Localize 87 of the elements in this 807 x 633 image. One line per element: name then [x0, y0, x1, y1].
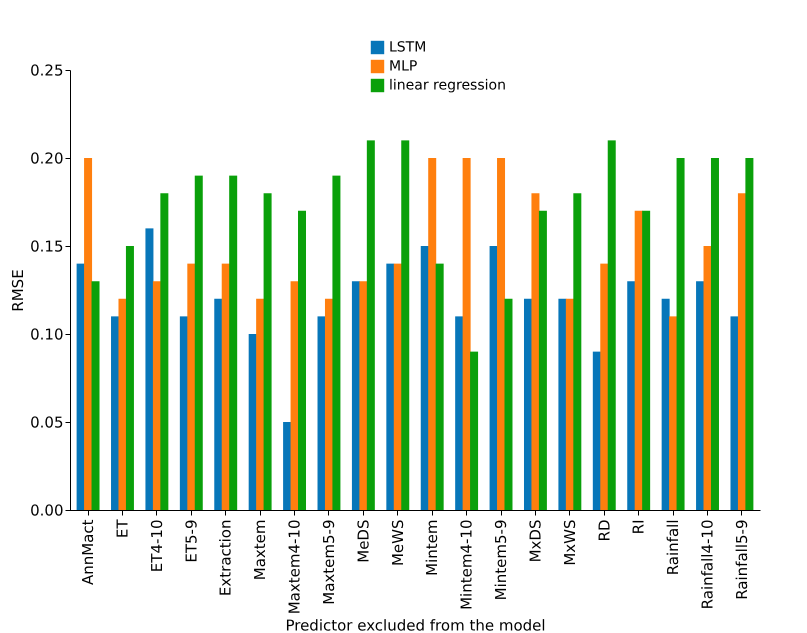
bar [248, 334, 257, 510]
bar [222, 264, 230, 510]
bar [704, 246, 712, 510]
bar [524, 298, 532, 510]
bar [455, 316, 464, 510]
legend-label: LSTM [389, 40, 426, 56]
bar [558, 298, 566, 510]
x-tick-label: AnnMact [79, 519, 98, 586]
y-axis-title: RMSE [9, 269, 28, 312]
x-tick-label: MeWS [388, 520, 407, 566]
bar [676, 158, 685, 510]
x-tick-label: Mintem5-9 [492, 520, 510, 600]
x-tick-label: Extraction [216, 520, 235, 596]
bar [152, 281, 161, 510]
bar [497, 158, 506, 510]
bar [76, 264, 85, 510]
bar [738, 193, 746, 510]
y-tick-label: 0.15 [30, 238, 64, 256]
bar [462, 158, 471, 510]
bar [592, 352, 601, 510]
x-tick-label: MeDS [354, 520, 372, 563]
bar [573, 193, 582, 510]
bar [386, 264, 394, 510]
bar [264, 193, 272, 510]
bar [359, 281, 368, 510]
bar [352, 281, 360, 510]
x-tick-label: Maxtem [251, 520, 270, 580]
x-tick-label: Rainfall5-9 [732, 520, 751, 600]
bar [324, 298, 333, 510]
x-tick-label: Maxtem4-10 [286, 520, 304, 614]
bar [504, 298, 512, 510]
y-tick-label: 0.00 [30, 502, 64, 520]
bar [283, 422, 292, 510]
bar [187, 264, 196, 510]
y-tick-label: 0.25 [30, 62, 64, 80]
x-tick-label: Mintem4-10 [458, 520, 476, 610]
y-tick-label: 0.10 [30, 326, 64, 344]
bar [145, 228, 154, 510]
bar [428, 158, 436, 510]
x-tick-label: Maxtem5-9 [320, 520, 338, 605]
bar [126, 246, 134, 510]
bar [710, 158, 719, 510]
bar [401, 140, 410, 510]
bar [366, 140, 375, 510]
bar [256, 298, 264, 510]
bar [669, 316, 678, 510]
x-axis-title: Predictor excluded from the model [285, 616, 546, 633]
x-tick-label: RD [595, 520, 614, 542]
bar [436, 264, 444, 510]
x-tick-label: Rainfall [664, 520, 682, 576]
bar [696, 281, 704, 510]
bar [608, 140, 616, 510]
bar [470, 352, 478, 510]
bar [332, 176, 340, 510]
bar [730, 316, 738, 510]
bar [194, 176, 203, 510]
bar [180, 316, 188, 510]
bar [298, 210, 306, 510]
bar [538, 210, 547, 510]
x-tick-label: Mintem [423, 520, 442, 576]
x-tick-label: Rainfall4-10 [698, 520, 717, 610]
bar [318, 316, 326, 510]
bar [84, 158, 92, 510]
y-tick-label: 0.20 [30, 150, 64, 168]
bar [229, 176, 238, 510]
bar [490, 246, 498, 510]
bar [642, 210, 650, 510]
bar [634, 210, 643, 510]
bar [627, 281, 636, 510]
bar [111, 316, 120, 510]
x-tick-label: MxWS [560, 520, 579, 566]
bar [566, 298, 574, 510]
y-tick-label: 0.05 [30, 414, 64, 432]
bar [118, 298, 126, 510]
x-tick-label: ET [113, 518, 132, 538]
x-tick-label: ET5-9 [182, 520, 200, 563]
bar [531, 193, 540, 510]
legend-label: linear regression [389, 78, 506, 94]
x-tick-label: RI [630, 520, 648, 534]
bar [745, 158, 754, 510]
bar [160, 193, 168, 510]
x-tick-label: ET4-10 [148, 520, 166, 572]
bar [92, 281, 100, 510]
x-tick-label: MxDS [526, 520, 544, 562]
legend-label: MLP [389, 58, 418, 74]
bar [290, 281, 299, 510]
bar [662, 298, 670, 510]
